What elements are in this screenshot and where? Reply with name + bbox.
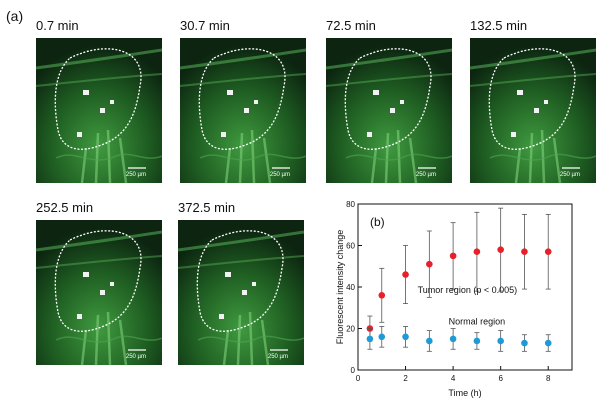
fluorescence-image: 250 µm (470, 38, 596, 183)
microscopy-frame: 72.5 min 250 µm (326, 18, 452, 183)
y-tick-label: 60 (346, 242, 355, 251)
fluorescence-image: 250 µm (36, 38, 162, 183)
y-tick-label: 40 (346, 283, 355, 292)
normal-point (473, 337, 481, 345)
frame-time-label: 252.5 min (36, 200, 94, 215)
scale-bar-label: 250 µm (416, 172, 436, 178)
frame-time-label: 372.5 min (178, 200, 236, 215)
tumor-point (449, 252, 457, 260)
scale-bar-label: 250 µm (126, 354, 146, 360)
frame-time-label: 30.7 min (180, 18, 230, 33)
normal-series-label: Normal region (449, 316, 506, 326)
normal-point (449, 335, 457, 343)
y-tick-label: 0 (351, 366, 356, 375)
normal-point (426, 337, 433, 345)
fluorescence-image: 250 µm (326, 38, 452, 183)
panel-a-label: (a) (6, 8, 24, 24)
x-tick-label: 4 (451, 374, 456, 383)
microscopy-frame: 372.5 min 250 µm (178, 200, 304, 365)
panel-b-label: (b) (370, 215, 385, 229)
x-tick-label: 8 (546, 374, 551, 383)
scale-bar-label: 250 µm (270, 172, 290, 178)
frame-time-label: 72.5 min (326, 18, 376, 33)
frame-time-label: 132.5 min (470, 18, 528, 33)
x-tick-label: 0 (356, 374, 361, 383)
normal-point (378, 333, 386, 341)
microscopy-frame: 30.7 min 250 µm (180, 18, 306, 183)
normal-point (366, 335, 374, 343)
fluorescence-image: 250 µm (178, 220, 304, 365)
tumor-point (378, 292, 386, 299)
tumor-point (521, 248, 528, 256)
tumor-point (544, 248, 552, 256)
y-tick-label: 80 (346, 200, 355, 209)
fluorescence-image: 250 µm (36, 220, 162, 365)
normal-point (497, 337, 504, 345)
x-axis-label: Time (h) (448, 388, 481, 398)
frame-time-label: 0.7 min (36, 18, 79, 33)
microscopy-frame: 0.7 min 250 µm (36, 18, 162, 183)
fluorescence-image: 250 µm (180, 38, 306, 183)
tumor-point (426, 260, 433, 268)
microscopy-frame: 252.5 min 250 µm (36, 200, 162, 365)
microscopy-frame: 132.5 min 250 µm (470, 18, 596, 183)
y-tick-label: 20 (346, 325, 355, 334)
tumor-point (473, 248, 481, 256)
y-axis-label: Fluorescent intensity change (335, 230, 345, 345)
normal-point (521, 339, 528, 347)
normal-point (544, 339, 552, 347)
scale-bar-label: 250 µm (268, 354, 288, 360)
x-tick-label: 2 (403, 374, 408, 383)
x-tick-label: 6 (498, 374, 503, 383)
normal-point (402, 333, 409, 341)
tumor-series-label: Tumor region (p < 0.005) (418, 285, 517, 295)
scale-bar-label: 250 µm (560, 172, 580, 178)
tumor-point (402, 271, 409, 278)
tumor-point (497, 246, 504, 253)
scale-bar-label: 250 µm (126, 172, 146, 178)
